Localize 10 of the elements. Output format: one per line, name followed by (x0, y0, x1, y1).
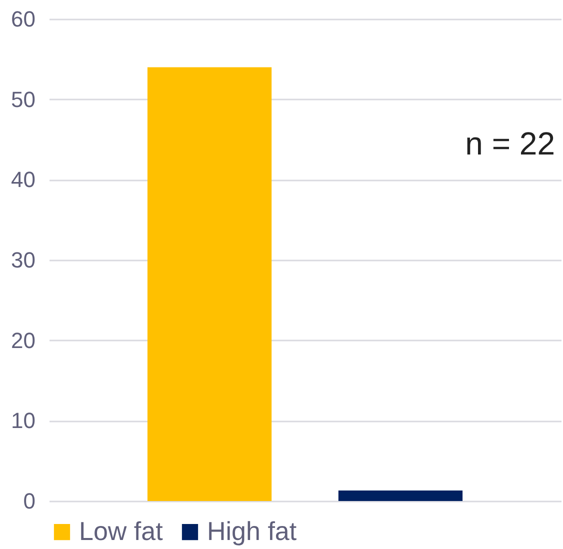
y-tick-label: 40 (11, 167, 36, 192)
annotation: n = 22 (465, 125, 555, 162)
legend-label: High fat (207, 516, 298, 546)
y-tick-label: 0 (23, 488, 36, 514)
y-tick-label: 60 (11, 6, 36, 32)
y-tick-label: 30 (11, 248, 36, 272)
y-tick-label: 50 (11, 86, 36, 112)
legend-label: Low fat (79, 516, 164, 546)
y-tick-label: 20 (11, 328, 36, 353)
y-tick-label: 10 (11, 408, 36, 434)
